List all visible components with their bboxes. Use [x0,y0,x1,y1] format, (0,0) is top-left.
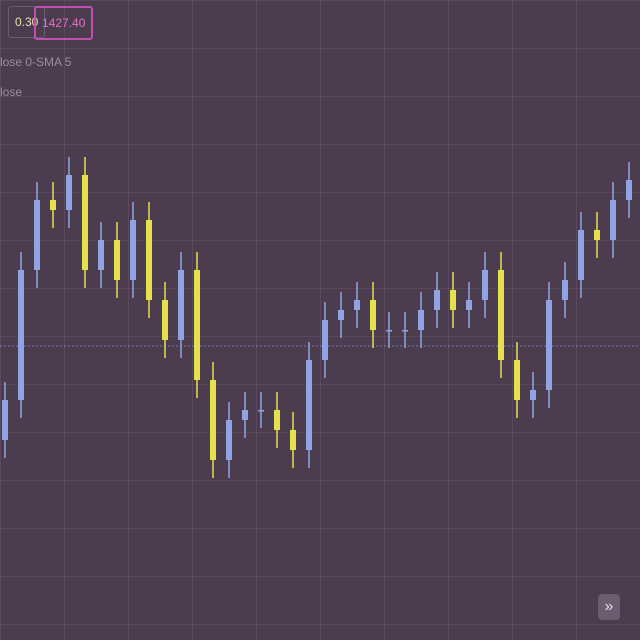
candle-body [194,270,200,380]
candle-body [370,300,376,330]
scroll-button[interactable]: » [598,594,620,620]
candle-body [578,230,584,280]
candle-body [290,430,296,450]
candle-body [546,300,552,390]
candle-body [18,270,24,400]
candle-body [386,330,392,332]
candle-body [162,300,168,340]
indicator-legend: lose [0,85,23,99]
candle-body [50,200,56,210]
candle-body [66,175,72,210]
candle-body [354,300,360,310]
candle-body [258,410,264,412]
candle-body [98,240,104,270]
candle-body [306,360,312,450]
candle-body [226,420,232,460]
candle-body [418,310,424,330]
candle-body [2,400,8,440]
candle-body [338,310,344,320]
candle-body [178,270,184,340]
candle-body [562,280,568,300]
candle-body [530,390,536,400]
candle-body [82,175,88,270]
candle-body [514,360,520,400]
candle-body [626,180,632,200]
value-box: 0.30 [8,6,46,38]
candle-body [434,290,440,310]
candle-body [242,410,248,420]
candle-body [210,380,216,460]
candle-body [450,290,456,310]
candle-body [610,200,616,240]
candle-body [466,300,472,310]
candle-body [114,240,120,280]
price-box[interactable]: 1427.40 [34,6,94,40]
candle-body [402,330,408,332]
candle-body [498,270,504,360]
candle-body [34,200,40,270]
candle-body [482,270,488,300]
candle-body [130,220,136,280]
indicator-legend: lose 0-SMA 5 [0,55,72,69]
candle-body [594,230,600,240]
candle-body [146,220,152,300]
candle-body [274,410,280,430]
candle-body [322,320,328,360]
